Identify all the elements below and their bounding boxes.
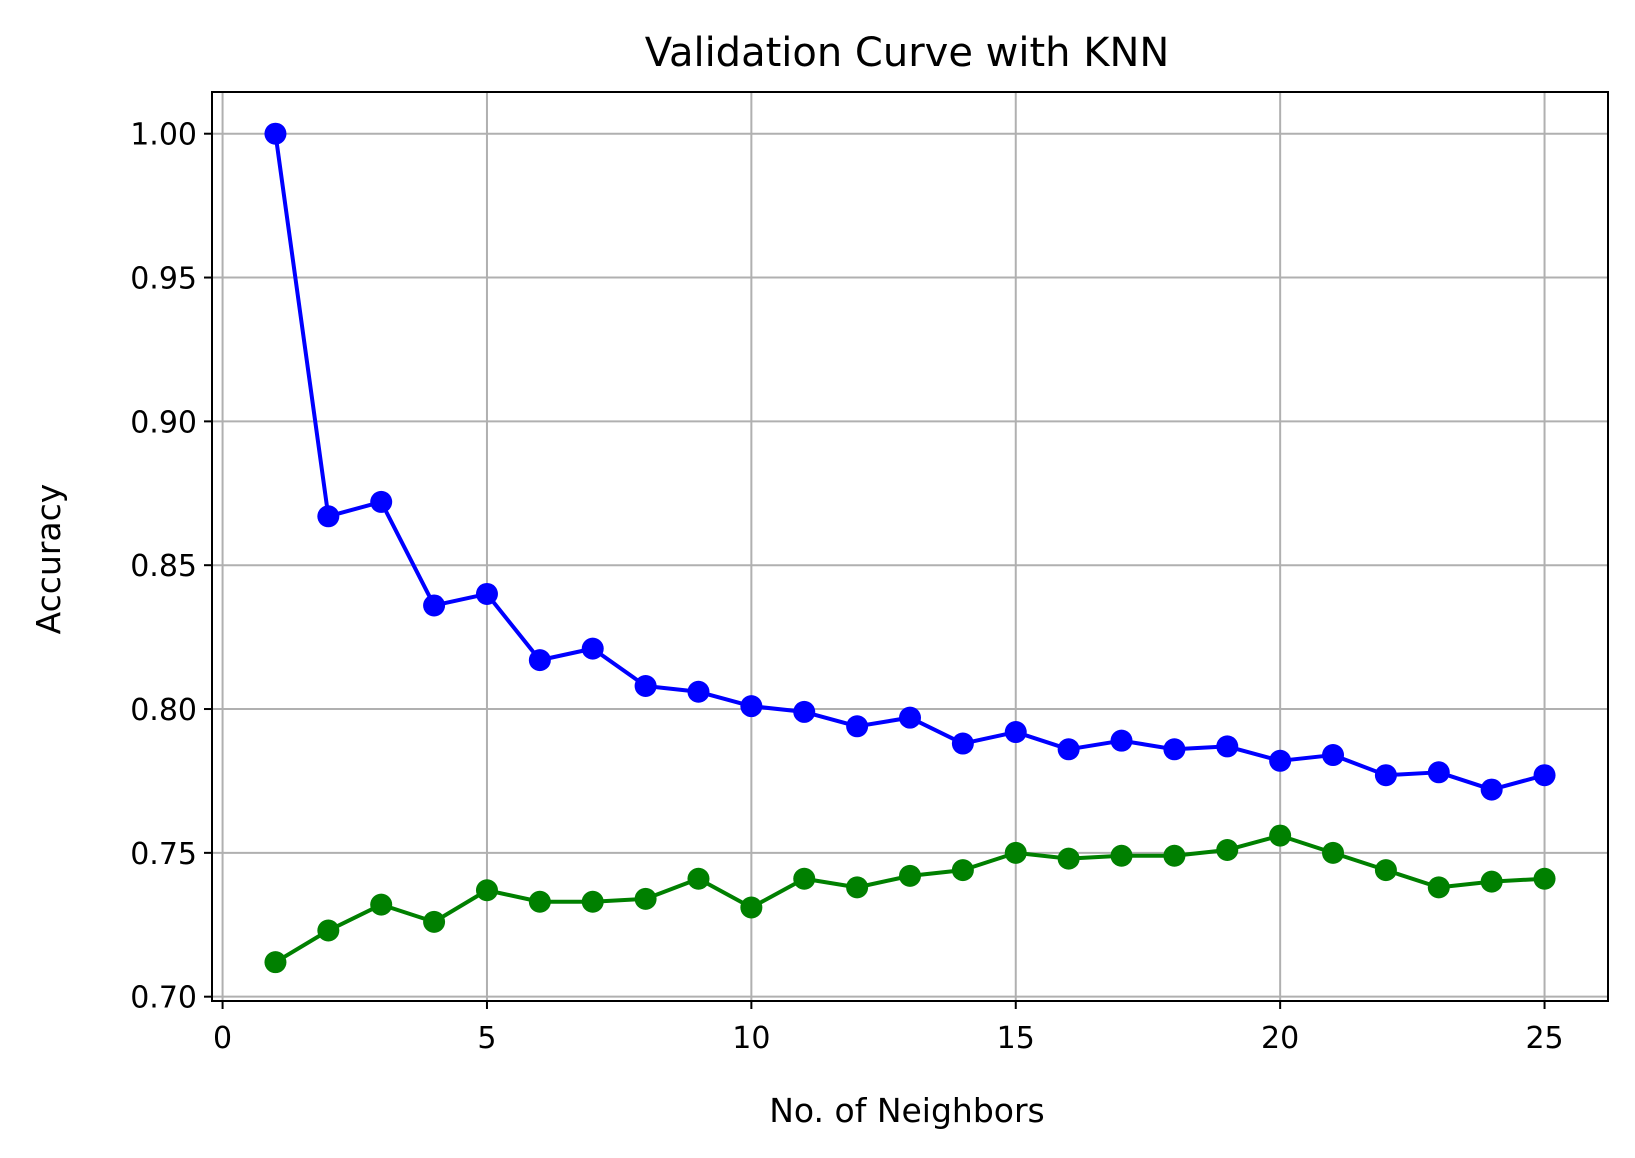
data-point	[1004, 841, 1027, 864]
x-tick-label: 15	[997, 1021, 1035, 1056]
data-point	[1533, 764, 1556, 787]
data-point	[740, 896, 763, 919]
data-point	[1216, 735, 1239, 758]
y-tick-label: 0.75	[130, 837, 197, 872]
data-point	[1269, 749, 1292, 772]
data-point	[317, 505, 340, 528]
data-point	[1004, 721, 1027, 744]
data-point	[793, 867, 816, 890]
data-point	[846, 876, 869, 899]
data-point	[1427, 761, 1450, 784]
data-point	[317, 919, 340, 942]
chart-title: Validation Curve with KNN	[645, 30, 1170, 76]
data-point	[475, 582, 498, 605]
series-line	[273, 131, 1547, 792]
data-point	[475, 879, 498, 902]
x-tick-label: 5	[477, 1021, 496, 1056]
data-point	[1374, 764, 1397, 787]
y-tick-label: 0.90	[130, 405, 197, 440]
data-point	[1322, 744, 1345, 767]
data-point	[1480, 778, 1503, 801]
data-point	[264, 951, 287, 974]
x-tick-label: 0	[213, 1021, 232, 1056]
y-tick-label: 1.00	[130, 118, 197, 153]
data-point	[528, 649, 551, 672]
data-point	[951, 732, 974, 755]
y-tick-label: 0.80	[130, 693, 197, 728]
tick-layer: 0 5 10 15 20 25 0.70 0.75 0.80 0.85 0.90 0.95 1.00	[130, 118, 1563, 1056]
y-tick-label: 0.70	[130, 981, 197, 1016]
data-point	[634, 887, 657, 910]
x-axis-label: No. of Neighbors	[769, 1091, 1045, 1130]
data-point	[1533, 867, 1556, 890]
x-tick-label: 20	[1261, 1021, 1299, 1056]
data-point	[581, 637, 604, 660]
data-point	[634, 675, 657, 698]
data-point	[528, 890, 551, 913]
data-point	[581, 890, 604, 913]
y-tick-label: 0.95	[130, 262, 197, 297]
data-point	[423, 594, 446, 617]
data-point	[370, 893, 393, 916]
data-point	[1269, 824, 1292, 847]
data-point	[740, 695, 763, 718]
series-line	[273, 833, 1547, 965]
data-point	[1057, 738, 1080, 761]
y-tick-label: 0.85	[130, 549, 197, 584]
data-point	[1110, 844, 1133, 867]
data-point	[264, 122, 287, 145]
plot-frame	[211, 91, 1609, 1002]
data-point	[1480, 870, 1503, 893]
data-point	[1163, 738, 1186, 761]
data-point	[1322, 841, 1345, 864]
y-axis-label: Accuracy	[29, 484, 68, 635]
x-tick-label: 25	[1525, 1021, 1563, 1056]
data-point	[370, 490, 393, 513]
data-point	[899, 864, 921, 887]
data-point	[793, 700, 816, 723]
x-tick-label: 10	[732, 1021, 770, 1056]
data-point	[1216, 838, 1239, 861]
data-point	[1110, 729, 1133, 752]
series-layer	[264, 122, 1556, 974]
data-point	[1057, 847, 1080, 870]
data-point	[1163, 844, 1186, 867]
grid-layer	[212, 92, 1608, 1001]
data-point	[687, 867, 710, 890]
data-point	[1427, 876, 1450, 899]
data-point	[423, 910, 446, 933]
data-point	[899, 706, 921, 729]
data-point	[687, 680, 710, 703]
data-point	[846, 715, 869, 738]
data-point	[951, 859, 974, 882]
data-point	[1374, 859, 1397, 882]
